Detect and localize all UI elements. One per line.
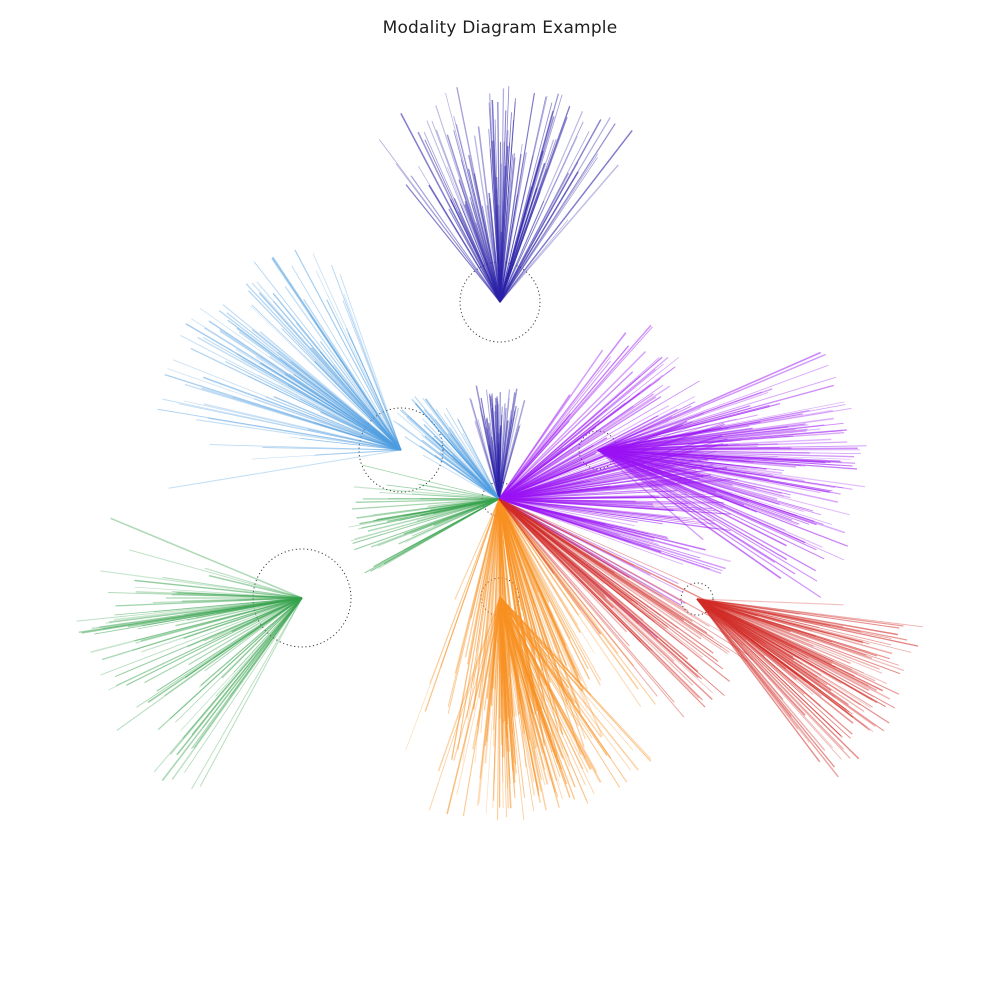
origin-circle-navy bbox=[459, 261, 541, 343]
origin-circle-green bbox=[252, 548, 352, 648]
fan-central-mixed-5 bbox=[498, 498, 755, 718]
node-central-mixed bbox=[348, 324, 755, 768]
node-green bbox=[76, 517, 352, 790]
node-navy bbox=[378, 86, 633, 343]
fan-red-0 bbox=[696, 598, 923, 778]
figure-title: Modality Diagram Example bbox=[382, 18, 618, 38]
node-red bbox=[680, 582, 923, 778]
fan-central-mixed-2 bbox=[348, 464, 500, 574]
fan-central-mixed-1 bbox=[393, 396, 500, 500]
node-sky-blue bbox=[157, 249, 444, 493]
fan-central-mixed-3 bbox=[498, 324, 739, 639]
fan-central-mixed-0 bbox=[469, 385, 526, 500]
origin-circle-red bbox=[680, 582, 714, 616]
fan-navy-0 bbox=[378, 86, 633, 303]
origin-circle-sky-blue bbox=[358, 407, 444, 493]
fan-sky-blue-0 bbox=[157, 249, 402, 489]
fan-central-mixed-4 bbox=[405, 498, 656, 768]
fan-green-0 bbox=[76, 517, 303, 790]
